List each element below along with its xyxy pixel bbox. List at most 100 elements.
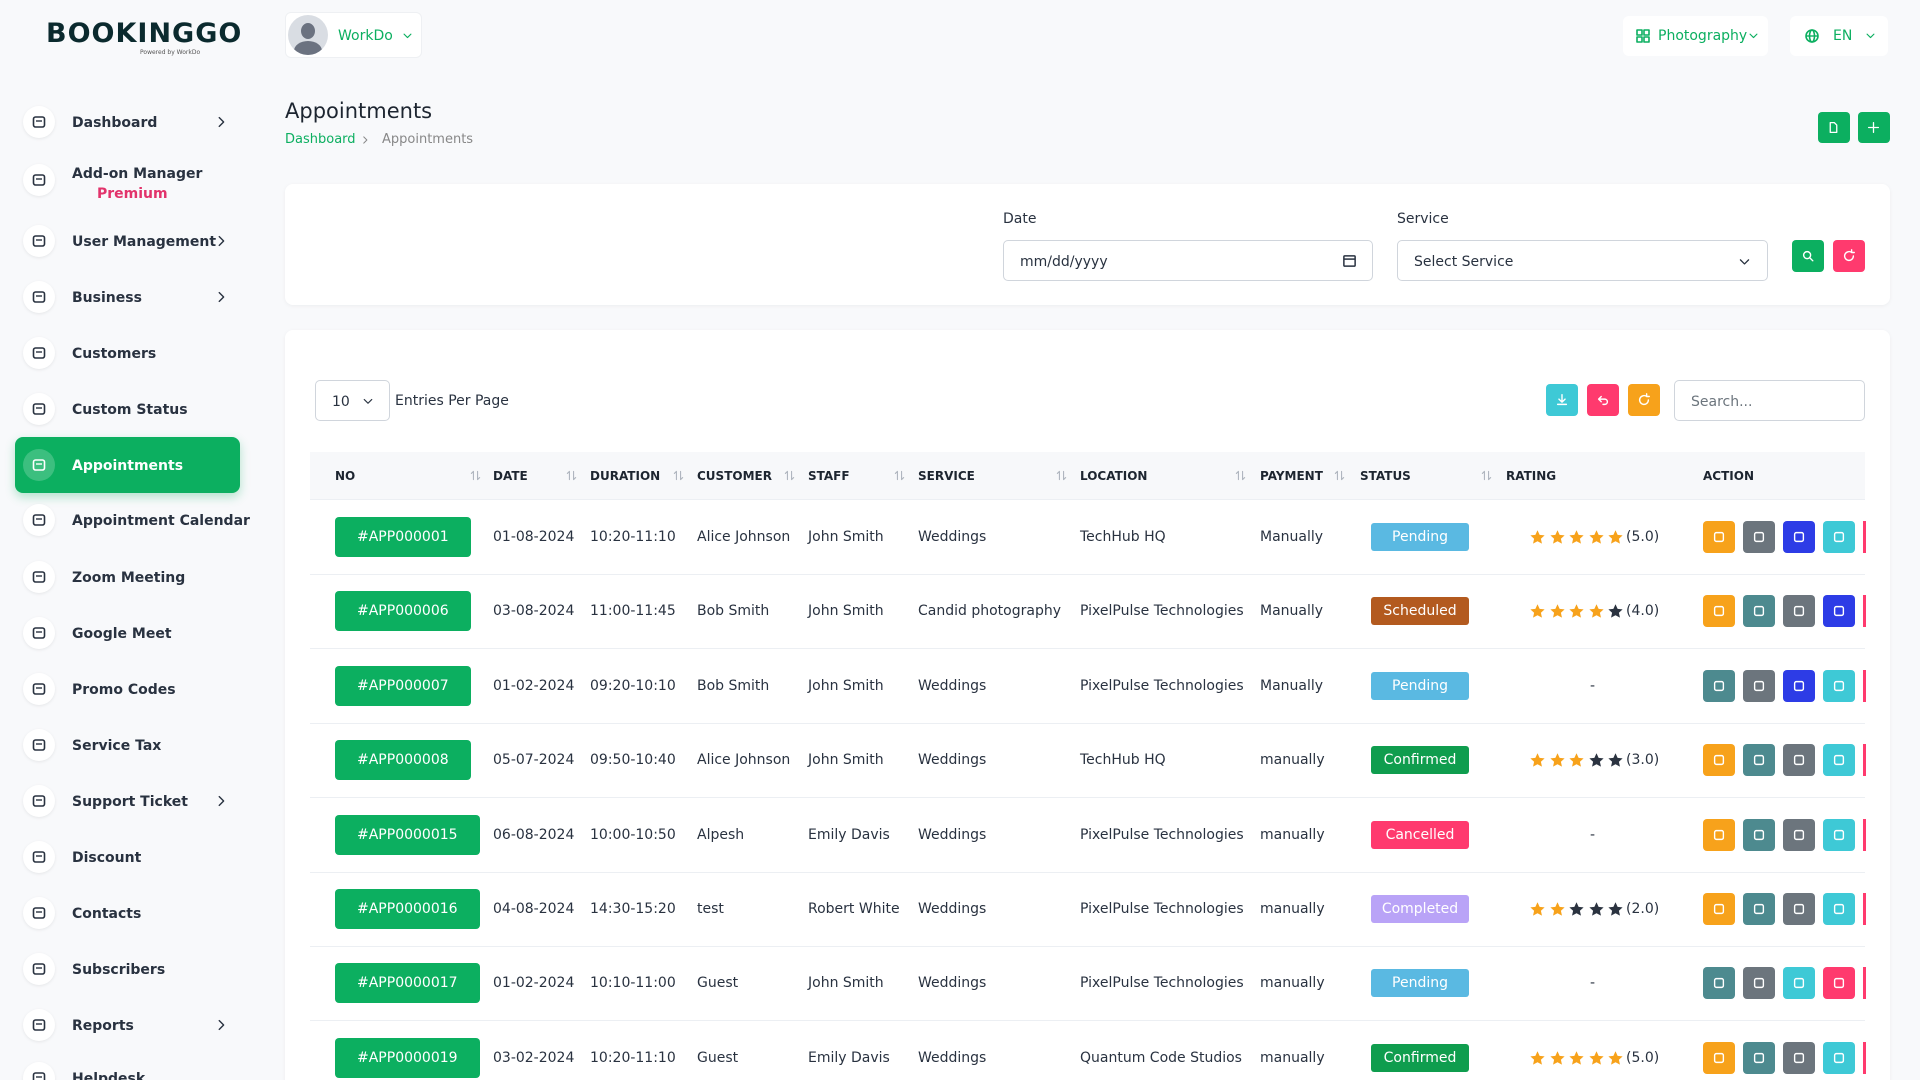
action-button-clipped[interactable] <box>1863 1041 1866 1074</box>
table-tool-button[interactable] <box>1628 384 1660 416</box>
action-button-clipped[interactable] <box>1863 744 1866 777</box>
appointment-id-button[interactable]: #APP0000015 <box>335 814 480 855</box>
action-button-clipped[interactable] <box>1863 893 1866 925</box>
cell-service: Candid photography <box>918 603 1061 620</box>
column-header[interactable]: LOCATION <box>1080 469 1148 483</box>
appointment-id-button[interactable]: #APP0000016 <box>335 889 480 929</box>
nav-item[interactable]: Subscribers <box>15 941 240 997</box>
action-icon <box>1753 903 1765 915</box>
column-header[interactable]: RATING <box>1506 469 1557 483</box>
page-size-select[interactable]: 10 <box>315 380 390 421</box>
action-button[interactable] <box>1743 521 1775 553</box>
action-button-clipped[interactable] <box>1863 595 1866 628</box>
user-dropdown[interactable]: WorkDo <box>285 12 422 58</box>
date-input[interactable]: mm/dd/yyyy <box>1003 240 1373 281</box>
row-divider <box>310 574 1865 575</box>
action-button[interactable] <box>1743 744 1775 777</box>
column-header[interactable]: DATE <box>493 469 528 483</box>
action-button[interactable] <box>1743 1041 1775 1074</box>
nav-item[interactable]: Add-on Manager Premium <box>15 152 240 208</box>
appointment-id-button[interactable]: #APP0000019 <box>335 1037 480 1078</box>
column-header[interactable]: DURATION <box>590 469 661 483</box>
action-button[interactable] <box>1783 818 1815 851</box>
column-header[interactable]: SERVICE <box>918 469 975 483</box>
table-tool-button[interactable] <box>1587 384 1619 416</box>
action-button[interactable] <box>1703 669 1735 702</box>
action-button[interactable] <box>1743 669 1775 702</box>
column-header[interactable]: NO <box>335 469 356 483</box>
action-button[interactable] <box>1783 893 1815 925</box>
nav-item[interactable]: Promo Codes <box>15 661 240 717</box>
action-button-clipped[interactable] <box>1863 818 1866 851</box>
action-button[interactable] <box>1823 818 1855 851</box>
nav-icon <box>32 459 46 471</box>
nav-item[interactable]: Custom Status <box>15 381 240 437</box>
action-button[interactable] <box>1703 744 1735 777</box>
appointment-id-button[interactable]: #APP000001 <box>335 517 471 557</box>
column-header[interactable]: CUSTOMER <box>697 469 772 483</box>
chevron <box>1749 33 1758 39</box>
nav-item[interactable]: Business <box>15 269 240 325</box>
action-button-clipped[interactable] <box>1863 967 1866 1000</box>
action-button[interactable] <box>1783 1041 1815 1074</box>
nav-item[interactable]: Contacts <box>15 885 240 941</box>
action-button[interactable] <box>1743 893 1775 925</box>
action-button[interactable] <box>1703 893 1735 925</box>
nav-item[interactable]: Customers <box>15 325 240 381</box>
action-button[interactable] <box>1823 1041 1855 1074</box>
nav-item[interactable]: Dashboard <box>15 94 240 150</box>
search-button[interactable] <box>1792 240 1824 272</box>
reset-button[interactable] <box>1833 240 1865 272</box>
search-input[interactable]: Search... <box>1674 380 1865 421</box>
nav-item[interactable]: Google Meet <box>15 605 240 661</box>
action-button[interactable] <box>1703 967 1735 1000</box>
nav-item[interactable]: Reports <box>15 997 240 1053</box>
action-button[interactable] <box>1823 744 1855 777</box>
nav-item[interactable]: Helpdesk <box>15 1050 240 1080</box>
table-tool-button[interactable] <box>1546 384 1578 416</box>
export-button[interactable] <box>1818 112 1850 143</box>
action-button[interactable] <box>1783 595 1815 628</box>
action-button[interactable] <box>1823 521 1855 553</box>
action-button[interactable] <box>1743 595 1775 628</box>
action-button[interactable] <box>1783 521 1815 553</box>
nav-item[interactable]: Service Tax <box>15 717 240 773</box>
action-button[interactable] <box>1783 967 1815 1000</box>
appointment-id-button[interactable]: #APP000006 <box>335 591 471 632</box>
appointment-id-button[interactable]: #APP0000017 <box>335 963 480 1004</box>
action-button-clipped[interactable] <box>1863 521 1866 553</box>
action-button[interactable] <box>1823 893 1855 925</box>
language-dropdown[interactable]: EN <box>1790 16 1888 56</box>
column-header[interactable]: STAFF <box>808 469 850 483</box>
workspace-dropdown[interactable]: Photography <box>1623 16 1768 56</box>
nav-item[interactable]: Support Ticket <box>15 773 240 829</box>
column-header[interactable]: STATUS <box>1360 469 1411 483</box>
action-button-clipped[interactable] <box>1863 669 1866 702</box>
action-button[interactable] <box>1743 818 1775 851</box>
action-icon <box>1833 680 1845 691</box>
action-button[interactable] <box>1703 521 1735 553</box>
nav-item-active[interactable]: Appointments <box>15 437 240 493</box>
action-button[interactable] <box>1823 595 1855 628</box>
column-header[interactable]: PAYMENT <box>1260 469 1323 483</box>
action-button[interactable] <box>1783 669 1815 702</box>
action-button[interactable] <box>1743 967 1775 1000</box>
appointment-id-button[interactable]: #APP000007 <box>335 665 471 706</box>
action-button[interactable] <box>1823 669 1855 702</box>
action-button[interactable] <box>1823 967 1855 1000</box>
service-select[interactable]: Select Service <box>1397 240 1768 281</box>
action-button[interactable] <box>1703 1041 1735 1074</box>
breadcrumb-link[interactable]: Dashboard <box>285 132 356 147</box>
nav-item[interactable]: User Management <box>15 213 240 269</box>
create-button[interactable] <box>1858 112 1890 143</box>
action-button[interactable] <box>1703 818 1735 851</box>
nav-item[interactable]: Zoom Meeting <box>15 549 240 605</box>
action-button[interactable] <box>1703 595 1735 628</box>
nav-item[interactable]: Appointment Calendar <box>15 492 250 548</box>
page-size: 10 <box>332 394 350 410</box>
nav-label: Reports <box>72 1018 134 1034</box>
appointment-id-button[interactable]: #APP000008 <box>335 740 471 781</box>
star-filled <box>1569 530 1584 544</box>
action-button[interactable] <box>1783 744 1815 777</box>
nav-item[interactable]: Discount <box>15 829 240 885</box>
